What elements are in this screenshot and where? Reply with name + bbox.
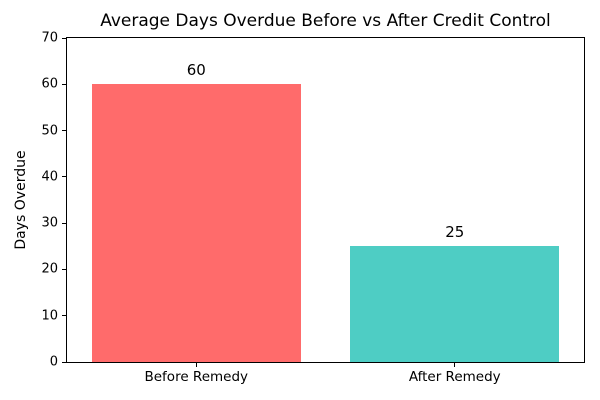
chart-title: Average Days Overdue Before vs After Cre…: [100, 11, 551, 31]
x-axis-tick: [454, 363, 456, 367]
y-axis-tick: [62, 361, 66, 363]
y-axis-tick: [62, 268, 66, 270]
bar-1: [350, 246, 560, 362]
y-tick-label: 70: [41, 30, 58, 46]
y-axis-tick: [62, 222, 66, 224]
bar-0: [91, 84, 301, 362]
y-axis-tick: [62, 176, 66, 178]
y-tick-label: 30: [41, 215, 58, 231]
y-axis-tick: [62, 83, 66, 85]
x-tick-label: Before Remedy: [144, 369, 249, 385]
y-tick-label: 50: [41, 123, 58, 139]
y-tick-label: 0: [49, 354, 58, 370]
y-tick-label: 40: [41, 169, 58, 185]
y-axis-tick: [62, 315, 66, 317]
y-tick-label: 60: [41, 76, 58, 92]
y-axis-label: Days Overdue: [13, 150, 29, 250]
y-axis-tick: [62, 37, 66, 39]
x-tick-label: After Remedy: [408, 369, 501, 385]
y-axis-tick: [62, 130, 66, 132]
bar-value-label: 25: [445, 223, 465, 242]
y-tick-label: 10: [41, 308, 58, 324]
plot-area: 0 10 20 30 40 50 60 70 60 Before Remedy 25 After Re…: [41, 31, 585, 385]
x-axis-tick: [195, 363, 197, 367]
y-tick-label: 20: [41, 261, 58, 277]
bar-value-label: 60: [186, 61, 206, 80]
